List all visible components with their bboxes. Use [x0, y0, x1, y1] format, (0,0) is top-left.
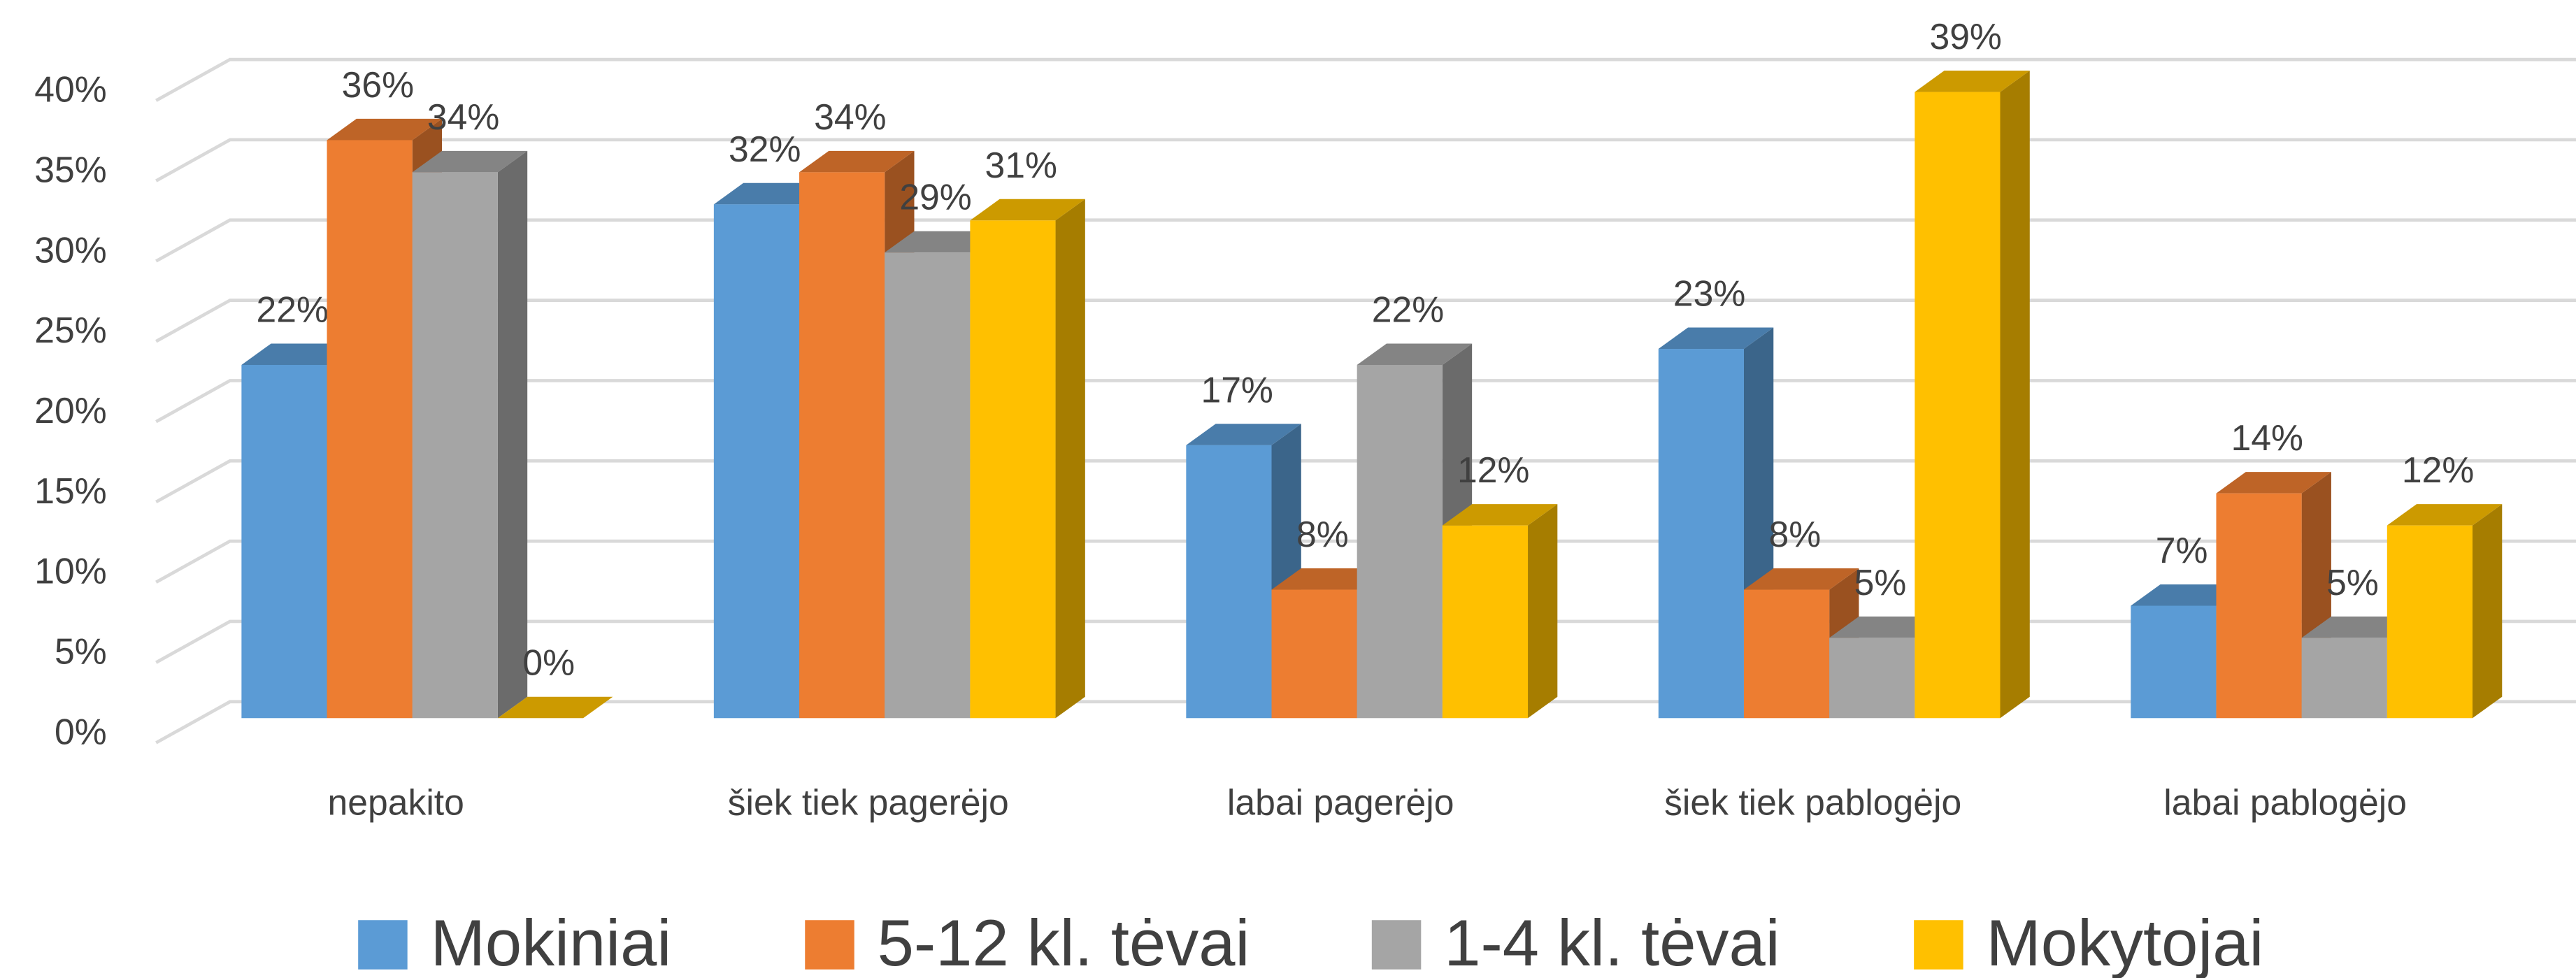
bar-top — [1186, 424, 1301, 445]
legend-label: Mokiniai — [431, 906, 672, 978]
legend-label: 1-4 kl. tėvai — [1444, 906, 1780, 978]
bar-top — [1915, 71, 2030, 92]
grid-line — [155, 459, 2576, 504]
bar-front — [2131, 605, 2217, 719]
bar — [1915, 71, 2030, 719]
value-label: 23% — [1673, 273, 1745, 314]
grid-line — [155, 57, 2576, 102]
value-label: 32% — [729, 129, 801, 169]
legend-label: 5-12 kl. tėvai — [878, 906, 1250, 978]
y-tick-label: 5% — [55, 631, 107, 672]
bar-front — [1658, 349, 1744, 719]
x-tick-label: labai pagerėjo — [1227, 782, 1454, 822]
bar-top — [1743, 568, 1859, 590]
bar-side — [2472, 504, 2503, 719]
legend-label: Mokytojai — [1987, 906, 2264, 978]
bar-front — [1357, 364, 1443, 719]
grid-line — [155, 218, 2576, 263]
value-label: 5% — [1854, 562, 1907, 603]
bar-top — [327, 118, 443, 141]
bar-front — [1442, 525, 1529, 719]
value-label: 22% — [256, 289, 328, 329]
legend-swatch — [805, 920, 854, 970]
bar-top — [2387, 504, 2503, 526]
bar-front — [1829, 638, 1915, 719]
y-tick-label: 10% — [34, 551, 106, 591]
y-tick-label: 15% — [34, 470, 106, 511]
bar-front — [2216, 493, 2302, 719]
legend-swatch — [358, 920, 408, 970]
bar-front — [799, 172, 885, 719]
bar-top — [970, 199, 1085, 221]
bar-front — [2387, 525, 2473, 719]
bar — [497, 696, 613, 719]
bar-top — [1442, 504, 1558, 526]
value-label: 34% — [814, 96, 886, 137]
y-tick-label: 30% — [34, 229, 106, 270]
bar-front — [241, 364, 327, 719]
value-label: 8% — [1296, 514, 1349, 554]
y-tick-label: 40% — [34, 69, 106, 110]
value-label: 39% — [1929, 16, 2001, 57]
bar-front — [885, 252, 971, 719]
value-label: 8% — [1768, 514, 1821, 554]
x-tick-label: labai pablogėjo — [2163, 782, 2407, 822]
bar-front — [1271, 589, 1357, 719]
bar-side — [497, 150, 528, 719]
y-tick-label: 35% — [34, 150, 106, 190]
grid-line — [155, 379, 2576, 424]
bar-top — [412, 150, 528, 173]
bar — [970, 199, 1085, 719]
bar-front — [970, 220, 1056, 719]
value-label: 0% — [522, 642, 575, 683]
x-tick-label: šiek tiek pagerėjo — [728, 782, 1009, 822]
x-tick-label: nepakito — [328, 782, 464, 822]
bar-top — [1658, 327, 1774, 350]
bar-front — [1186, 445, 1272, 719]
grid-line — [155, 138, 2576, 182]
bar-side — [2000, 71, 2030, 719]
legend: Mokiniai 5-12 kl. tėvai 1-4 kl. tėvai Mokyt… — [358, 906, 2263, 978]
y-tick-label: 25% — [34, 310, 106, 350]
bar-front — [1743, 589, 1830, 719]
bar-front — [327, 140, 413, 719]
bar-top — [497, 696, 613, 719]
bar-front — [713, 204, 800, 719]
value-label: 29% — [899, 177, 971, 217]
bar — [1658, 327, 1774, 719]
x-tick-label: šiek tiek pablogėjo — [1664, 782, 1961, 822]
value-label: 12% — [2402, 450, 2474, 490]
bar — [2387, 504, 2503, 719]
value-label: 22% — [1372, 289, 1444, 329]
grid-line — [155, 539, 2576, 584]
bar-side — [1055, 199, 1085, 719]
grid-line — [155, 299, 2576, 343]
value-label: 14% — [2231, 417, 2303, 458]
bar-top — [1357, 343, 1473, 365]
bar-front — [2301, 638, 2387, 719]
value-label: 5% — [2326, 562, 2379, 603]
legend-swatch — [1914, 920, 1963, 970]
legend-swatch — [1371, 920, 1422, 970]
y-tick-label: 0% — [55, 711, 107, 752]
bar-top — [799, 150, 915, 173]
value-label: 17% — [1201, 369, 1273, 410]
bar-front — [412, 172, 498, 719]
bar-top — [2216, 472, 2331, 494]
bar-side — [1528, 504, 1558, 719]
value-label: 36% — [342, 64, 414, 105]
value-label: 31% — [985, 145, 1057, 185]
value-label: 12% — [1457, 450, 1529, 490]
bar — [1442, 504, 1558, 719]
value-label: 7% — [2156, 530, 2208, 570]
bar-front — [1915, 92, 2001, 719]
bar — [412, 150, 528, 719]
value-label: 34% — [427, 96, 499, 137]
y-tick-label: 20% — [34, 390, 106, 431]
